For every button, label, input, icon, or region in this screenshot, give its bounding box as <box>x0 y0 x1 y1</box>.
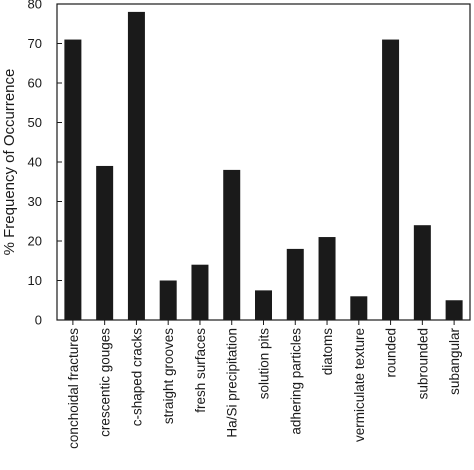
x-category-label: crescentic gouges <box>98 328 113 437</box>
plot-frame <box>56 3 471 321</box>
bar <box>382 39 400 321</box>
x-category-label: conchoidal fractures <box>66 328 81 449</box>
bars <box>64 11 463 321</box>
y-tick-label: 40 <box>28 155 42 170</box>
x-category-label: rounded <box>384 328 399 378</box>
bar <box>255 290 272 320</box>
x-category-label: adhering particles <box>288 328 303 435</box>
x-category-label: Ha/Si precipitation <box>225 328 240 438</box>
bar <box>318 237 336 320</box>
x-category-label: c-shaped cracks <box>129 328 144 427</box>
bar <box>223 169 241 320</box>
y-axis-ticks: 0 10 20 30 40 50 60 70 80 <box>28 0 62 328</box>
x-category-label: subangular <box>447 328 462 395</box>
x-category-label: straight grooves <box>161 328 176 424</box>
x-category-label: vermiculate texture <box>352 328 367 442</box>
y-tick-label: 70 <box>28 36 42 51</box>
bar <box>445 300 463 320</box>
y-tick-label: 80 <box>28 0 42 12</box>
bar <box>159 280 177 320</box>
x-category-label: diatoms <box>320 328 335 376</box>
y-axis-title: % Frequency of Occurrence <box>1 69 18 256</box>
y-tick-label: 0 <box>35 313 42 328</box>
axes <box>56 3 471 321</box>
bar <box>413 225 431 320</box>
y-tick-label: 30 <box>28 194 42 209</box>
y-tick-label: 60 <box>28 76 42 91</box>
bar <box>286 248 304 320</box>
y-tick-label: 50 <box>28 115 42 130</box>
bar <box>127 11 145 321</box>
bar <box>350 296 368 320</box>
bar <box>96 165 114 320</box>
y-tick-label: 10 <box>28 273 42 288</box>
x-category-label: fresh surfaces <box>193 328 208 413</box>
x-axis-category-labels: conchoidal fractures crescentic gouges c-s… <box>66 320 462 449</box>
y-tick-label: 20 <box>28 234 42 249</box>
bar <box>191 264 209 320</box>
x-category-label: subrounded <box>415 328 430 399</box>
bar <box>64 39 82 321</box>
x-category-label: solution pits <box>257 328 272 400</box>
